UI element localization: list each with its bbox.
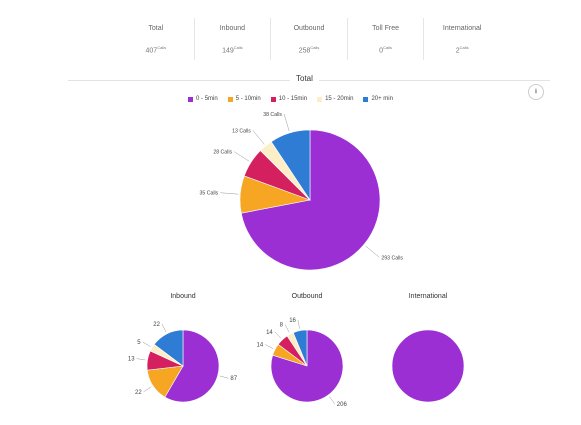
pie-label-leader <box>233 151 250 162</box>
pie-label-leader <box>136 358 146 361</box>
legend-item[interactable]: 0 - 5min <box>188 96 218 102</box>
legend-label: 10 - 15min <box>278 96 308 102</box>
pie-label-leader <box>297 319 300 329</box>
pie-label-leader <box>265 344 274 349</box>
pie-label-leader <box>284 324 290 333</box>
pie-label-leader <box>283 113 290 132</box>
pie-label: 14 <box>266 330 273 336</box>
stat-value: 2Calls <box>455 45 469 55</box>
legend-swatch <box>227 96 233 102</box>
pie-slice[interactable] <box>292 329 308 367</box>
pie-chart: International <box>391 293 465 403</box>
legend-label: 15 - 20min <box>325 96 354 102</box>
pie-chart: 293 Calls 35 Calls 28 Calls 13 Calls 38 Call… <box>200 112 403 271</box>
stat-inbound: Inbound 149Calls <box>195 18 272 60</box>
pie-chart: Inbound 87 22 13 5 22 <box>128 293 238 403</box>
section-title: Total <box>290 74 319 83</box>
pie-chart: Outbound 206 14 14 8 16 <box>257 293 348 408</box>
pie-slice[interactable] <box>153 329 184 367</box>
pie-label-leader <box>161 323 167 333</box>
legend-label: 5 - 10min <box>235 96 261 102</box>
pie-label: 22 <box>135 390 142 396</box>
pie-slice[interactable] <box>391 329 465 403</box>
pie-label-leader <box>220 192 239 195</box>
stat-value: 0Calls <box>379 45 392 55</box>
pie-label: 38 Calls <box>263 112 282 118</box>
pie-label-leader <box>142 341 151 347</box>
stat-value: 149Calls <box>222 45 243 55</box>
pie-label: 5 <box>137 340 141 346</box>
legend-item[interactable]: 20+ min <box>363 96 393 102</box>
pie-title: Inbound <box>170 293 195 300</box>
download-button[interactable]: ⭳ <box>528 84 544 100</box>
legend-label: 20+ min <box>371 96 393 102</box>
stat-total: Total 407Calls <box>118 18 195 60</box>
pie-label: 8 <box>280 322 284 328</box>
legend-swatch <box>317 96 323 102</box>
stat-label: Total <box>148 25 164 32</box>
pie-slice[interactable] <box>164 329 220 403</box>
pie-label: 16 <box>289 318 296 324</box>
stat-value: 407Calls <box>145 45 167 55</box>
stat-toll-free: Toll Free 0Calls <box>348 18 425 60</box>
stat-value: 258Calls <box>298 45 320 55</box>
legend-item[interactable]: 5 - 10min <box>227 96 261 102</box>
pie-label: 28 Calls <box>213 150 232 156</box>
pie-label-leader <box>329 396 336 405</box>
legend-swatch <box>188 96 194 102</box>
legend-label: 0 - 5min <box>196 96 218 102</box>
pie-label: 13 <box>128 357 135 363</box>
pie-label-leader <box>219 375 229 379</box>
pie-label: 14 <box>257 343 264 349</box>
stat-label: Outbound <box>293 25 325 32</box>
download-icon: ⭳ <box>534 87 538 95</box>
pie-title: International <box>409 293 448 300</box>
legend-item[interactable]: 15 - 20min <box>317 96 353 102</box>
legend-swatch <box>363 96 369 102</box>
chart-legend: 0 - 5min 5 - 10min 10 - 15min 15 - 20min… <box>0 96 581 102</box>
legend-item[interactable]: 10 - 15min <box>270 96 308 102</box>
pie-label-leader <box>143 386 152 392</box>
pie-label: 206 <box>337 402 348 408</box>
stat-label: International <box>442 25 482 32</box>
pie-title: Outbound <box>292 293 323 300</box>
pie-label: 87 <box>230 376 237 382</box>
pie-label: 293 Calls <box>381 255 403 261</box>
pie-label-leader <box>252 130 265 145</box>
stats-bar: Total 407Calls Inbound 149Calls Outbound… <box>118 18 500 60</box>
legend-swatch <box>270 96 276 102</box>
pie-label: 13 Calls <box>232 128 251 134</box>
stat-outbound: Outbound 258Calls <box>271 18 348 60</box>
stat-label: Toll Free <box>372 25 399 32</box>
pie-label: 22 <box>153 322 160 328</box>
stat-label: Inbound <box>219 25 246 32</box>
pie-label-leader <box>274 331 282 339</box>
pie-slice[interactable] <box>270 129 311 201</box>
stat-international: International 2Calls <box>424 18 500 60</box>
pie-label-leader <box>365 245 380 258</box>
pie-label: 35 Calls <box>200 191 219 197</box>
